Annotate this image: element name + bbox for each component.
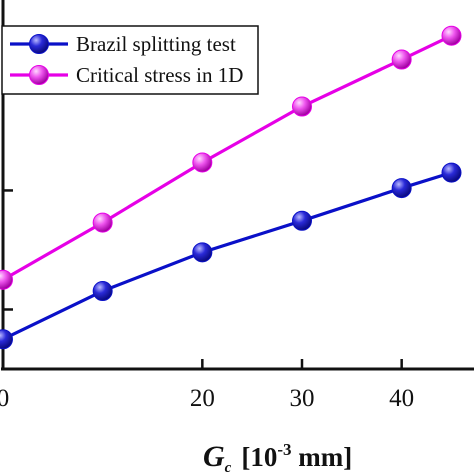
legend-label: Critical stress in 1D <box>76 63 243 87</box>
legend-items: Brazil splitting test Critical stress in … <box>10 32 243 87</box>
data-point <box>92 281 113 302</box>
legend-label: Brazil splitting test <box>76 32 236 56</box>
series-1 <box>0 162 462 350</box>
data-point <box>292 210 312 231</box>
data-point <box>292 96 312 117</box>
x-axis-subscript: c <box>225 460 232 474</box>
data-point <box>0 269 13 290</box>
x-tick-label: 40 <box>389 385 414 412</box>
x-axis-title: Gc [10-3 mm] <box>203 440 352 474</box>
x-tick-label: 20 <box>190 385 215 412</box>
data-point <box>0 329 13 350</box>
x-ticks: 0 20 30 40 <box>0 359 414 412</box>
series-2 <box>0 25 462 290</box>
legend: Brazil splitting test Critical stress in … <box>1 25 259 95</box>
legend-item: Critical stress in 1D <box>10 63 243 87</box>
legend-swatch-marker <box>29 34 49 54</box>
legend-item: Brazil splitting test <box>10 32 236 56</box>
x-tick-label: 0 <box>0 385 9 412</box>
x-axis-symbol: G <box>203 440 225 473</box>
series-line <box>1 170 454 341</box>
x-axis-unit: mm] <box>292 442 353 472</box>
data-point <box>391 178 412 199</box>
data-point <box>192 152 213 173</box>
axes: 0 20 30 40 <box>0 0 474 412</box>
data-point <box>92 212 113 233</box>
x-axis-exponent: -3 <box>277 440 291 459</box>
data-point <box>441 162 462 183</box>
series <box>0 25 462 350</box>
legend-swatch-marker <box>29 65 49 85</box>
data-point <box>192 242 213 263</box>
x-tick-label: 30 <box>290 385 315 412</box>
data-point <box>391 49 412 70</box>
data-point <box>441 25 462 46</box>
x-axis-bracket: [10 <box>241 442 277 472</box>
